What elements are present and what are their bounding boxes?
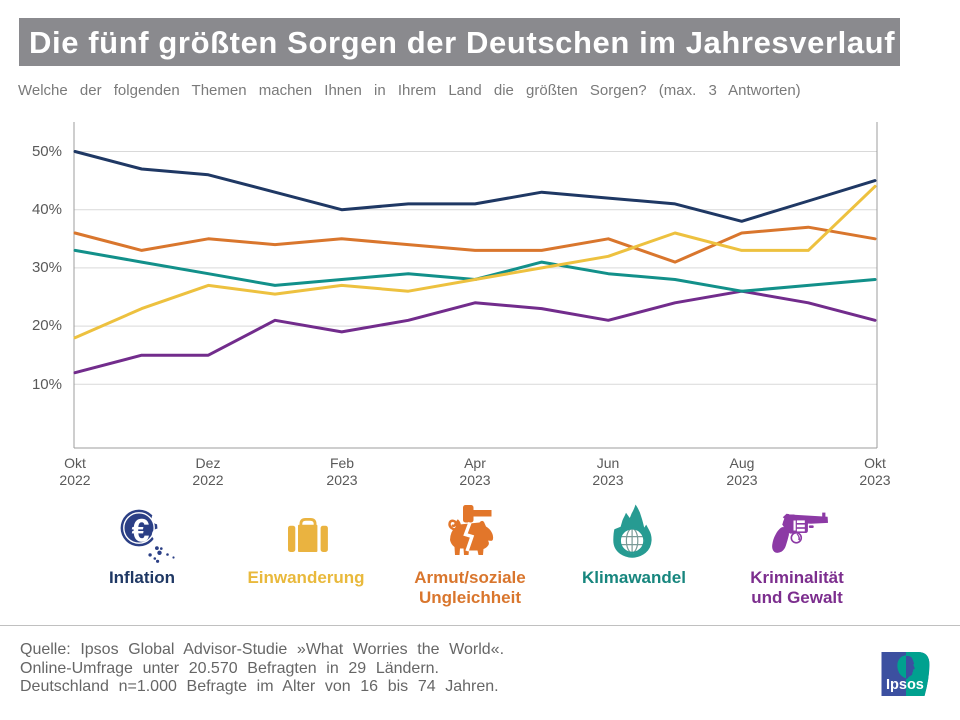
svg-text:€: € [132, 513, 150, 549]
svg-text:Ipsos: Ipsos [886, 677, 924, 693]
